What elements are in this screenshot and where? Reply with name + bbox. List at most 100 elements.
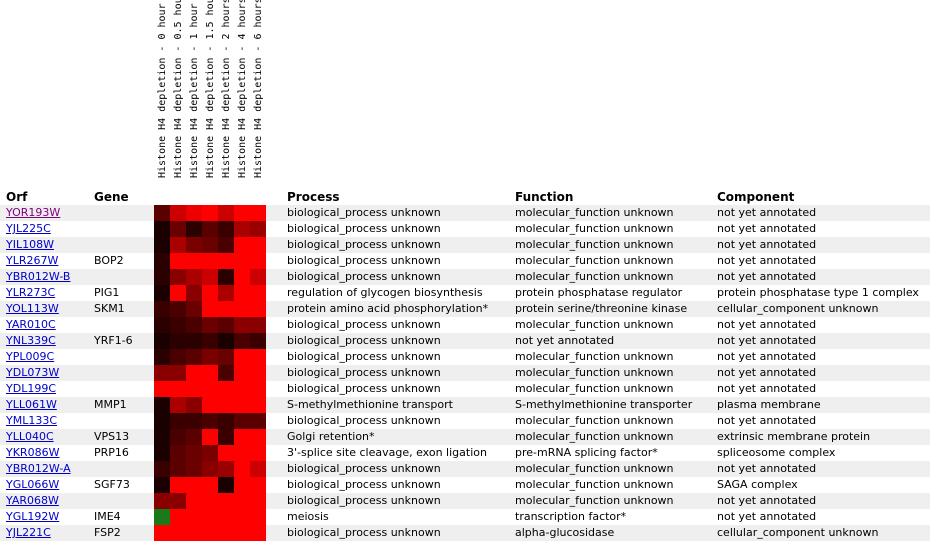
heatmap-cell [170,285,186,301]
heatmap-cell [250,317,266,333]
component-cell: not yet annotated [717,334,817,347]
heatmap-cell [170,429,186,445]
heatmap-cell [234,477,250,493]
heatmap-cell [170,365,186,381]
orf-link[interactable]: YAR010C [6,318,56,331]
heatmap-cell [218,285,234,301]
function-cell: molecular_function unknown [515,430,674,443]
function-cell: molecular_function unknown [515,414,674,427]
heatmap-cell [170,413,186,429]
expression-heatmap-row [154,413,266,429]
function-cell: molecular_function unknown [515,222,674,235]
heatmap-cell [234,365,250,381]
orf-link[interactable]: YML133C [6,414,58,427]
expression-heatmap-row [154,445,266,461]
heatmap-cell [234,253,250,269]
orf-link[interactable]: YBR012W-A [6,462,71,475]
condition-label: Histone H4 depletion - 0.5 hours [173,0,189,190]
component-cell: not yet annotated [717,270,817,283]
process-cell: biological_process unknown [287,270,441,283]
process-cell: biological_process unknown [287,350,441,363]
orf-link[interactable]: YLL061W [6,398,57,411]
gene-name: YRF1-6 [94,334,133,347]
heatmap-cell [218,301,234,317]
component-cell: not yet annotated [717,510,817,523]
orf-link[interactable]: YLL040C [6,430,54,443]
heatmap-cell [218,349,234,365]
heatmap-cell [202,429,218,445]
function-cell: alpha-glucosidase [515,526,615,539]
heatmap-cell [218,237,234,253]
gene-name: PIG1 [94,286,120,299]
orf-link[interactable]: YPL009C [6,350,55,363]
process-cell: biological_process unknown [287,206,441,219]
heatmap-cell [202,221,218,237]
orf-link[interactable]: YBR012W-B [6,270,71,283]
component-cell: cellular_component unknown [717,302,879,315]
orf-link[interactable]: YGL066W [6,478,60,491]
orf-link[interactable]: YNL339C [6,334,56,347]
heatmap-cell [250,477,266,493]
gene-name: SGF73 [94,478,130,491]
heatmap-cell [218,461,234,477]
heatmap-cell [154,285,170,301]
orf-link[interactable]: YAR068W [6,494,59,507]
function-cell: molecular_function unknown [515,206,674,219]
gene-name: VPS13 [94,430,130,443]
table-row: YLR267W BOP2 biological_process unknown mol… [0,253,930,269]
heatmap-cell [186,349,202,365]
component-cell: not yet annotated [717,462,817,475]
function-cell: molecular_function unknown [515,270,674,283]
orf-link[interactable]: YIL108W [6,238,54,251]
component-cell: not yet annotated [717,350,817,363]
orf-link[interactable]: YOL113W [6,302,59,315]
function-cell: not yet annotated [515,334,615,347]
process-cell: biological_process unknown [287,334,441,347]
heatmap-cell [154,365,170,381]
heatmap-cell [218,509,234,525]
heatmap-cell [154,237,170,253]
condition-label: Histone H4 depletion - 2 hours [221,0,237,190]
function-header: Function [515,190,574,204]
heatmap-cell [170,253,186,269]
orf-link[interactable]: YDL199C [6,382,56,395]
heatmap-cell [186,205,202,221]
function-cell: S-methylmethionine transporter [515,398,693,411]
heatmap-cell [234,397,250,413]
heatmap-cell [234,269,250,285]
orf-link[interactable]: YLR267W [6,254,59,267]
heatmap-cell [250,285,266,301]
orf-link[interactable]: YOR193W [6,206,61,219]
heatmap-cell [250,461,266,477]
heatmap-cell [234,221,250,237]
table-row: YLL040C VPS13 Golgi retention* molecular_fu… [0,429,930,445]
heatmap-cell [202,365,218,381]
gene-name: IME4 [94,510,121,523]
function-cell: molecular_function unknown [515,366,674,379]
heatmap-cell [154,221,170,237]
process-cell: biological_process unknown [287,254,441,267]
orf-link[interactable]: YKR086W [6,446,60,459]
heatmap-cell [186,397,202,413]
table-row: YML133C biological_process unknown molecul… [0,413,930,429]
table-row: YDL073W biological_process unknown molecul… [0,365,930,381]
heatmap-cell [218,381,234,397]
heatmap-cell [202,477,218,493]
component-cell: not yet annotated [717,222,817,235]
heatmap-cell [170,301,186,317]
heatmap-cell [202,253,218,269]
orf-link[interactable]: YLR273C [6,286,56,299]
function-cell: molecular_function unknown [515,382,674,395]
orf-link[interactable]: YJL221C [6,526,51,539]
heatmap-cell [170,477,186,493]
expression-heatmap-row [154,493,266,509]
orf-link[interactable]: YJL225C [6,222,51,235]
heatmap-cell [202,461,218,477]
heatmap-cell [202,349,218,365]
component-cell: not yet annotated [717,206,817,219]
orf-link[interactable]: YGL192W [6,510,60,523]
orf-link[interactable]: YDL073W [6,366,60,379]
heatmap-cell [218,525,234,541]
heatmap-cell [234,445,250,461]
table-row: YJL225C biological_process unknown molecul… [0,221,930,237]
